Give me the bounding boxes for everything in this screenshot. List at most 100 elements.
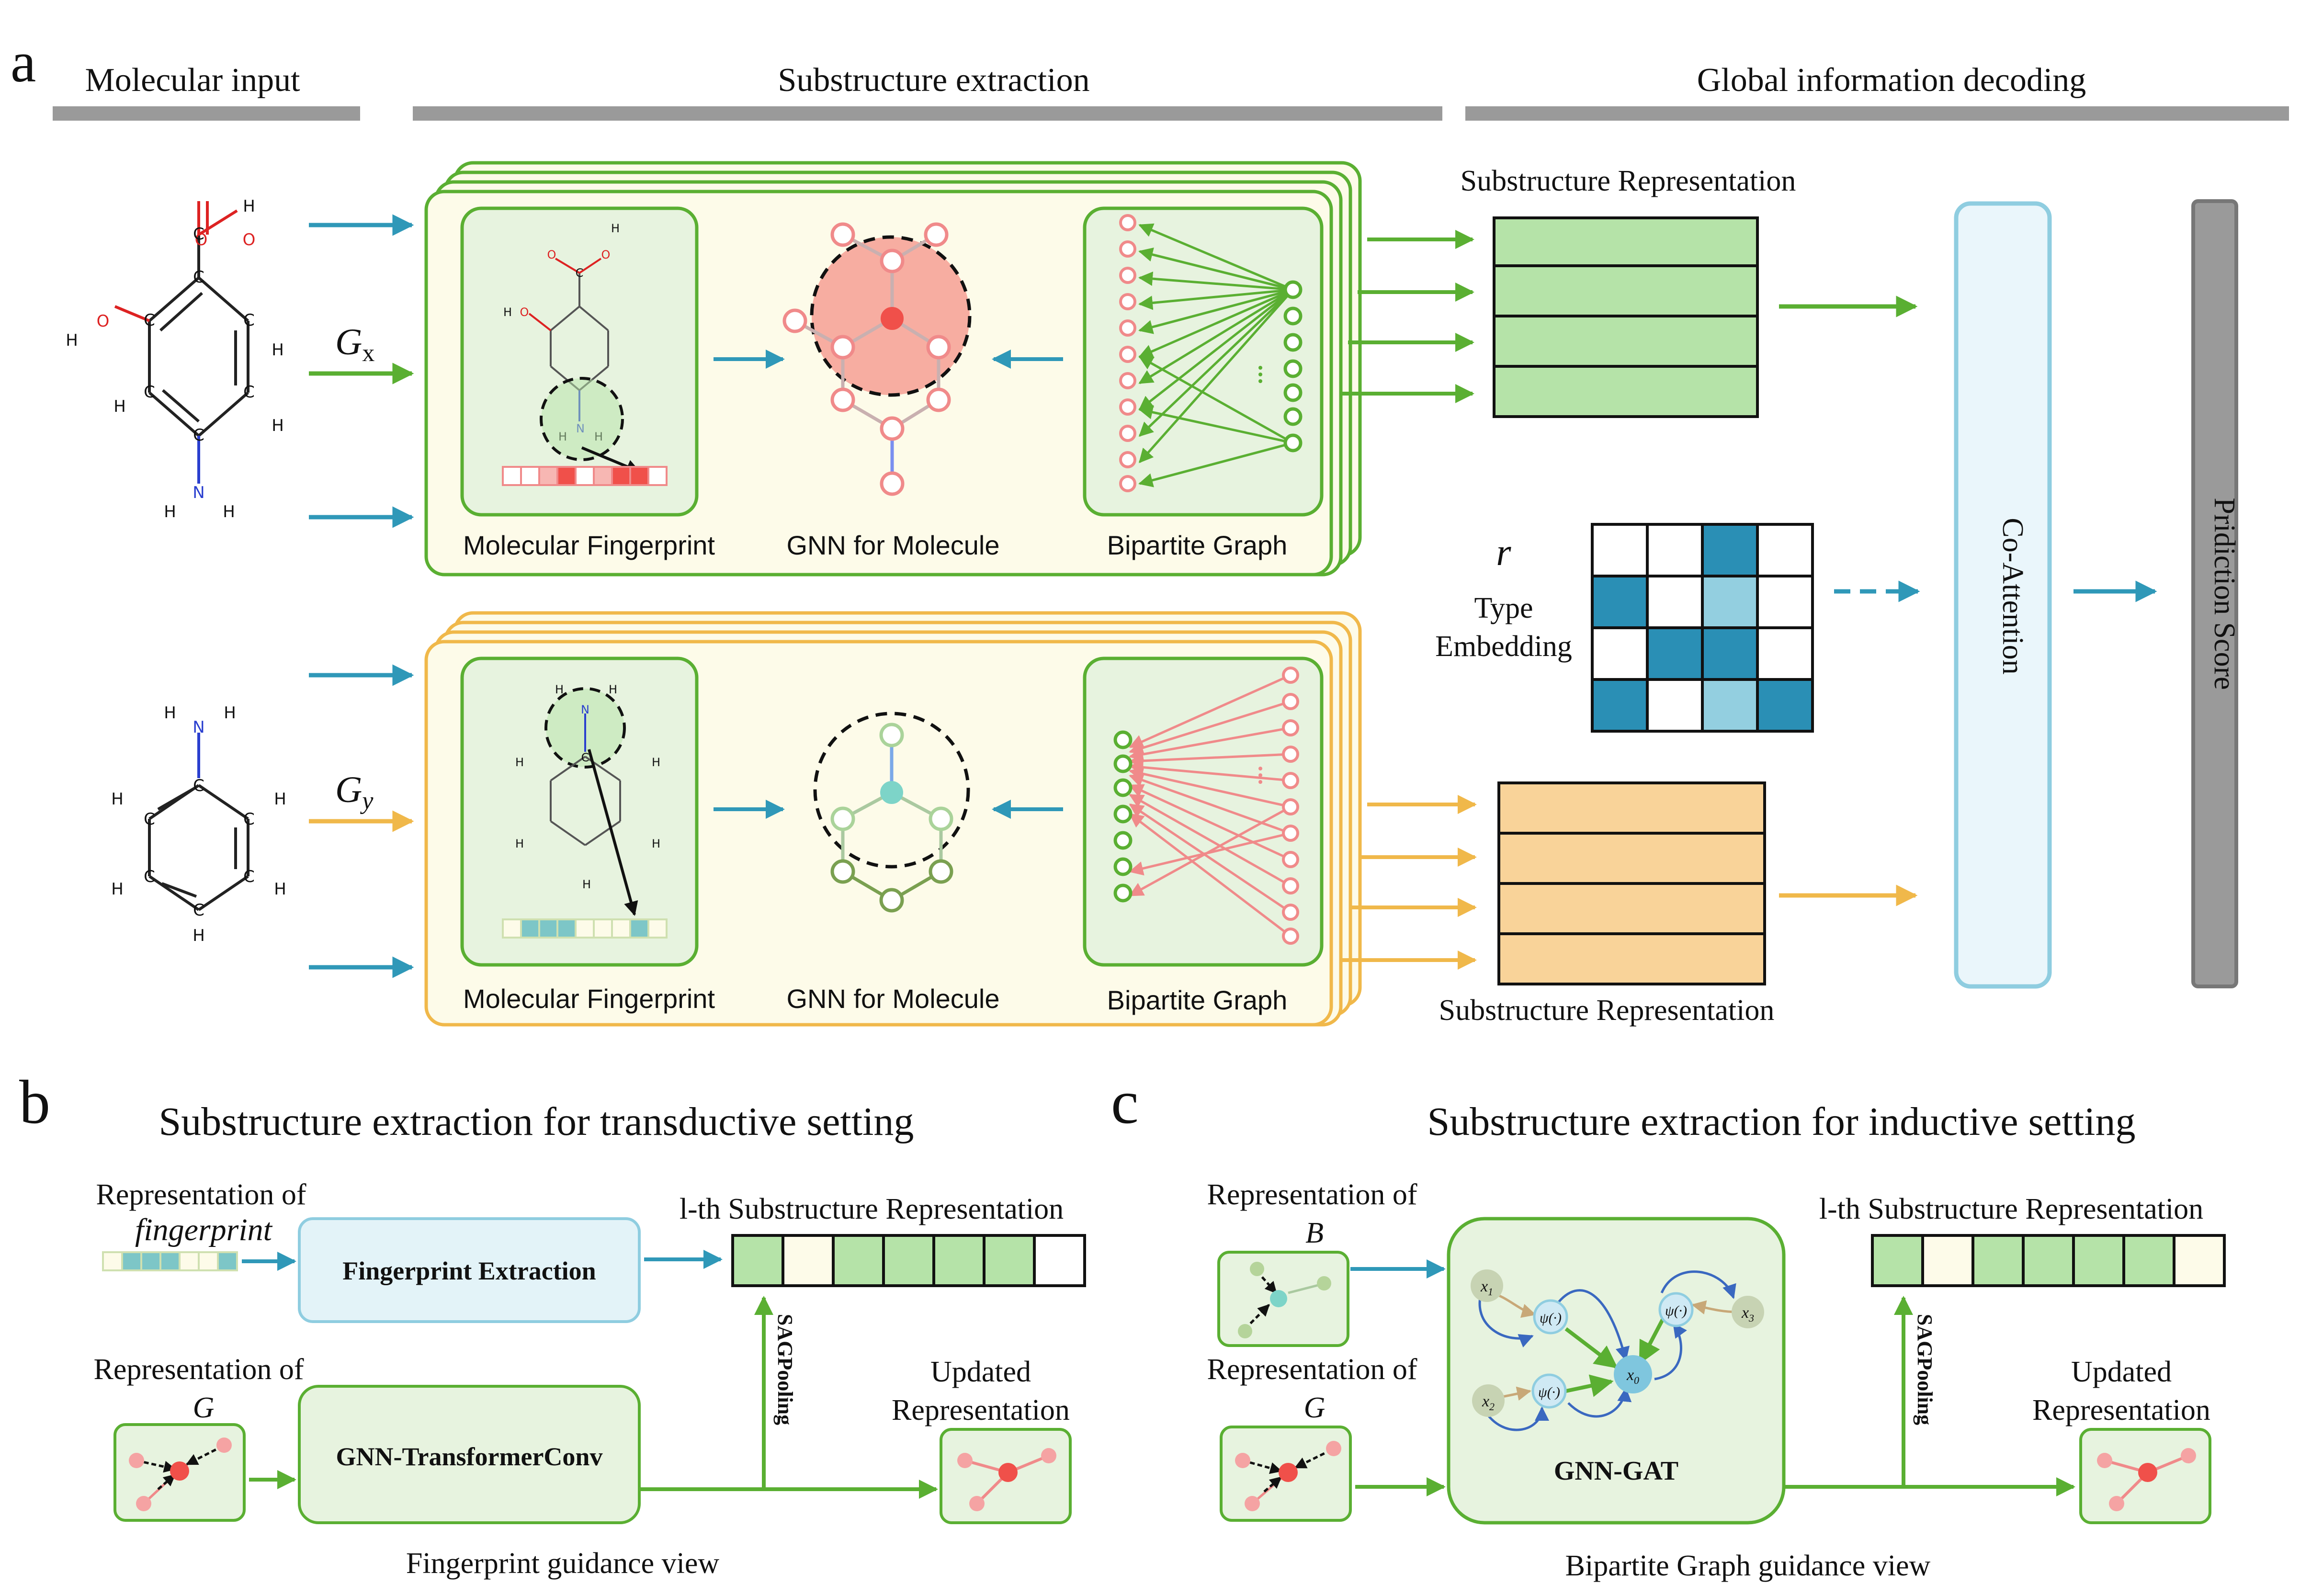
panel-b-sagpooling-label: SAGPooling [773,1314,797,1425]
substructure-representation-x-label: Substructure Representation [1461,165,1796,197]
panel-c-gat-labels: x1 ψ(·) x2 ψ(·) x0 ψ(·) x3 [1480,1278,1754,1413]
svg-text:C: C [576,266,584,280]
svg-text:H: H [515,756,524,769]
panel-b-graph-icon [129,1438,232,1511]
panel-b-updated-line2: Representation [892,1394,1070,1426]
svg-text:H: H [193,926,205,945]
svg-text:H: H [164,502,176,521]
type-embedding-label-line2: Embedding [1435,630,1572,663]
label-bipartite-graph-y: Bipartite Graph [1107,985,1288,1015]
svg-text:H: H [274,790,286,809]
substructure-representation-x [1493,216,1759,418]
gnn-molecule-y [813,712,970,913]
svg-text:H: H [652,837,660,850]
svg-text:ψ(·): ψ(·) [1538,1384,1560,1400]
svg-text:H: H [274,880,286,899]
panel-b-fingerprint-extraction-label: Fingerprint Extraction [342,1256,596,1285]
bipartite-ellipsis-y [1258,767,1262,784]
panel-c-view-caption: Bipartite Graph guidance view [1565,1550,1931,1582]
svg-text:H: H [652,756,660,769]
svg-text:H: H [224,703,236,723]
svg-text:N: N [193,718,204,737]
svg-text:C: C [193,225,204,244]
bipartite-right-nodes-y [1282,667,1299,945]
panel-c-gat-nodes [1471,1269,1764,1417]
svg-text:x3: x3 [1741,1304,1754,1324]
stage-header-substructure-extraction: Substructure extraction [778,62,1089,99]
prediction-score-bar [2191,199,2238,988]
gnn-molecule-x [782,222,972,496]
svg-text:H: H [609,683,617,696]
svg-text:C: C [243,311,255,330]
svg-text:x0: x0 [1626,1366,1639,1386]
svg-text:H: H [113,397,126,416]
panel-b-fingerprint-bits [102,1251,238,1271]
panel-c-rep-g-line2: G [1304,1392,1326,1424]
type-embedding-grid [1591,523,1814,733]
svg-text:x1: x1 [1480,1278,1493,1298]
svg-text:H: H [272,340,284,360]
panel-c-updated-line2: Representation [2032,1394,2210,1426]
panel-c-rep-b-line2: B [1305,1217,1324,1249]
svg-text:ψ(·): ψ(·) [1540,1310,1562,1326]
panel-c-b-icon [1238,1262,1331,1338]
svg-text:C: C [144,810,155,829]
svg-text:H: H [223,502,235,521]
bipartite-edges-x [1138,223,1294,487]
svg-text:C: C [144,383,155,402]
panel-c-rep-g-line1: Representation of [1207,1353,1417,1386]
panel-b-fingerprint-extraction-box [298,1217,641,1323]
svg-text:x2: x2 [1482,1392,1495,1413]
bipartite-edges-y [1129,674,1292,937]
svg-text:C: C [193,426,204,445]
co-attention-label: Co-Attention [1996,518,2029,674]
stage-bar-decoding [1465,106,2289,121]
label-gnn-for-molecule-y: GNN for Molecule [786,984,999,1014]
panel-c-updated-graph [2097,1448,2196,1511]
fingerprint-bits-y [502,918,668,939]
type-embedding-label-line1: Type [1474,592,1533,624]
panel-c-rep-b-line1: Representation of [1207,1178,1417,1211]
svg-text:H: H [582,878,591,891]
panel-b-lth-label: l-th Substructure Representation [680,1193,1064,1225]
panel-c-sagpooling-label: SAGPooling [1913,1314,1937,1425]
molecule-x-atoms: O O H O H C C C C H C C H H C N H H [66,197,284,521]
stage-header-molecular-input: Molecular input [85,62,300,99]
panel-c-updated-line1: Updated [2071,1356,2172,1388]
svg-text:H: H [515,837,524,850]
stage-header-global-decoding: Global information decoding [1697,62,2086,99]
bipartite-left-nodes-y [1113,730,1133,903]
stage-bar-input [53,106,360,121]
fingerprint-molecule-y-atoms: H N H C H H H H H [515,683,660,891]
svg-text:O: O [243,230,256,249]
svg-text:C: C [581,751,589,764]
fingerprint-box-x [460,206,699,517]
label-bipartite-graph-x: Bipartite Graph [1107,530,1288,560]
svg-text:H: H [243,197,255,216]
svg-text:O: O [601,248,611,261]
fingerprint-molecule-x [528,258,609,421]
panel-c-lth-label: l-th Substructure Representation [1819,1193,2203,1225]
bipartite-ellipsis-x [1258,366,1262,383]
svg-text:C: C [243,383,255,402]
svg-text:H: H [272,416,284,435]
label-molecular-fingerprint-y: Molecular Fingerprint [463,984,715,1014]
label-molecular-fingerprint-x: Molecular Fingerprint [463,530,715,560]
prediction-score-label: Pridiction Score [2208,498,2241,690]
svg-text:O: O [97,312,110,331]
svg-text:C: C [243,810,255,829]
bipartite-left-nodes-x [1119,214,1136,492]
type-symbol-r: r [1496,532,1511,574]
svg-text:C: C [243,867,255,886]
svg-text:C: C [193,268,204,287]
panel-b-rep-g-line2: G [193,1392,215,1424]
panel-b-rep-fingerprint-line1: Representation of [96,1178,306,1211]
molecule-y-atoms: H N H C C C H H C C H H C H [111,703,286,945]
svg-text:C: C [193,776,204,795]
svg-text:O: O [547,248,556,261]
stage-bar-extraction [413,106,1442,121]
substructure-representation-y [1497,781,1766,985]
bipartite-right-nodes-x [1283,280,1303,453]
panel-b-lth-representation [731,1234,1086,1287]
